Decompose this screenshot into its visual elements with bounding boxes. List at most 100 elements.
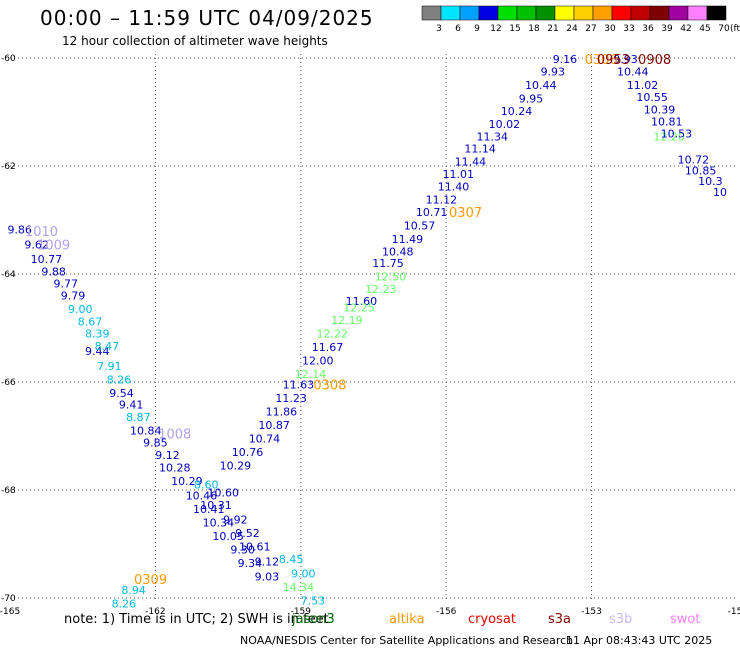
pass-time-label: 0306	[585, 53, 618, 68]
wave-height-value: 10.39	[644, 103, 676, 116]
legend-swatch	[649, 5, 670, 21]
wave-height-value: 12.50	[375, 271, 407, 284]
wave-height-value: 9.44	[85, 345, 110, 358]
wave-height-value: 9.52	[235, 527, 260, 540]
lon-tick-label: -156	[436, 607, 457, 617]
wave-height-value: 10.61	[239, 541, 271, 554]
wave-height-value: 10.46	[186, 489, 218, 502]
legend-value: 6	[455, 24, 461, 34]
wave-height-value: 11.49	[392, 233, 424, 246]
legend-value: 30	[604, 24, 616, 34]
legend-swatch	[668, 5, 689, 21]
lon-tick-label: -15	[728, 607, 740, 617]
wave-height-value: 10.53	[661, 128, 693, 141]
lon-tick-label: -159	[291, 607, 312, 617]
legend-swatch	[687, 5, 708, 21]
legend-swatch	[592, 5, 613, 21]
legend-value: 18	[528, 24, 540, 34]
legend-swatch	[706, 5, 727, 21]
pass-time-label: 0309	[134, 573, 167, 588]
wave-height-value: 10.85	[685, 164, 717, 177]
wave-height-value: 10.71	[416, 206, 448, 219]
satellite-legend-item: s3a	[548, 612, 572, 627]
wave-height-value: 10.87	[258, 419, 290, 432]
wave-height-value: 10.24	[501, 105, 533, 118]
wave-height-value: 11.63	[283, 379, 315, 392]
wave-height-value: 10.57	[404, 219, 436, 232]
wave-height-value: 12.00	[302, 354, 334, 367]
wave-height-value: 11.34	[476, 130, 508, 143]
wave-height-value: 8.39	[85, 327, 110, 340]
legend-swatch	[535, 5, 556, 21]
wave-height-value: 9.92	[223, 514, 248, 527]
wave-height-value: 9.88	[41, 265, 66, 278]
axis-ticks: -60 -62 -64 -66 -68 -70 -165 -162 -159 -156 -153 -1…	[0, 54, 740, 617]
lat-lon-grid	[10, 54, 737, 602]
legend-swatch	[573, 5, 594, 21]
legend-value: 21	[547, 24, 558, 34]
wave-height-value: 10.05	[212, 530, 244, 543]
wave-height-value: 10.74	[249, 433, 281, 446]
wave-height-value: 10.31	[200, 499, 232, 512]
satellite-legend-item: cryosat	[468, 612, 516, 627]
legend-value: 36	[642, 24, 654, 34]
wave-height-value: 12.19	[331, 314, 363, 327]
lon-tick-label: -153	[581, 607, 601, 617]
legend-swatch	[440, 5, 461, 21]
pass-time-label: 0953	[597, 53, 630, 68]
wave-height-value: 8.47	[95, 340, 120, 353]
wave-height-value: 8.60	[194, 479, 219, 492]
wave-height-value: 8.26	[107, 373, 132, 386]
legend-swatch	[611, 5, 632, 21]
wave-height-value: 9.62	[24, 238, 49, 251]
satellite-legend-item: s3b	[609, 612, 633, 627]
wave-height-value: 9.54	[109, 387, 134, 400]
wave-height-value: 11.67	[312, 341, 344, 354]
satellite-tracks: 9.869.62 10.779.889.779.79 9.44 9.549.41 10.…	[7, 53, 727, 610]
lat-tick-label: -64	[1, 270, 16, 280]
wave-height-value: 11.40	[438, 181, 470, 194]
wave-height-value: 12.25	[343, 301, 375, 314]
wave-height-value: 10.77	[31, 253, 63, 266]
wave-height-value: 10	[713, 186, 727, 199]
satellite-legend-item: swot	[670, 612, 701, 627]
legend-unit: (ft)	[730, 24, 740, 34]
pass-time-label: 1009	[37, 238, 70, 253]
generated-timestamp: 11 Apr 08:43:43 UTC 2025	[566, 634, 713, 647]
wave-height-value: 9.93	[541, 66, 566, 79]
wave-height-value: 8.87	[126, 411, 151, 424]
wave-height-value: 9.12	[255, 555, 280, 568]
wave-height-value: 11.86	[266, 406, 298, 419]
pass-time-label: 0908	[638, 53, 671, 68]
wave-height-value: 10.72	[678, 154, 710, 167]
wave-height-value: 9.79	[61, 290, 86, 303]
wave-height-value: 12.23	[365, 283, 397, 296]
wave-height-value: 11.12	[426, 193, 458, 206]
lat-tick-label: -60	[1, 54, 16, 64]
satellite-legend-item: altika	[389, 612, 425, 627]
legend-swatch	[554, 5, 575, 21]
pass-time-label: 1010	[25, 225, 58, 240]
legend-swatch	[630, 5, 651, 21]
wave-height-value: 8.67	[78, 316, 103, 329]
wave-height-value: 9.12	[155, 449, 180, 462]
wave-height-value: 11.14	[464, 143, 496, 156]
wave-height-value: 9.93	[613, 53, 638, 66]
wave-height-value: 9.86	[7, 224, 32, 237]
wave-height-value: 9.03	[255, 570, 280, 583]
wave-height-value: 14.34	[283, 581, 315, 594]
wave-height-value: 9.30	[230, 543, 255, 556]
wave-height-value: 9.16	[553, 53, 578, 66]
page-subtitle: 12 hour collection of altimeter wave hei…	[62, 34, 328, 48]
lat-tick-label: -62	[1, 162, 16, 172]
lat-tick-label: -68	[1, 486, 16, 496]
legend-value: 45	[699, 24, 710, 34]
wave-height-value: 10.55	[636, 91, 668, 104]
legend-value: 12	[490, 24, 501, 34]
legend-swatch	[497, 5, 518, 21]
footer-note: note: 1) Time is in UTC; 2) SWH is in fe…	[64, 612, 329, 627]
wave-height-value: 9.00	[291, 568, 316, 581]
